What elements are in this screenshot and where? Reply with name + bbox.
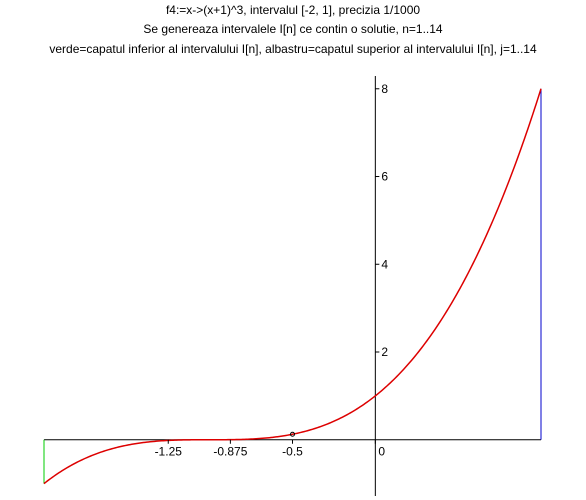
chart-title-line-2: Se genereaza intervalele I[n] ce contin … — [143, 22, 443, 36]
chart-title-line-1: f4:=x->(x+1)^3, intervalul [-2, 1], prec… — [165, 3, 421, 17]
series-line-f4 — [43, 88, 542, 485]
x-tick-label: -0.5 — [282, 445, 303, 459]
y-tick-label: 8 — [381, 82, 388, 96]
y-tick-label: 6 — [381, 170, 388, 184]
marker-point — [290, 431, 295, 437]
x-tick-label: -1.25 — [155, 445, 183, 459]
chart-title-line-3: verde=capatul inferior al intervalului I… — [49, 42, 537, 56]
y-tick-label: 4 — [381, 257, 388, 271]
x-tick-label: 0 — [378, 445, 385, 459]
y-tick-label: 2 — [381, 345, 388, 359]
x-tick-label: -0.875 — [213, 445, 247, 459]
